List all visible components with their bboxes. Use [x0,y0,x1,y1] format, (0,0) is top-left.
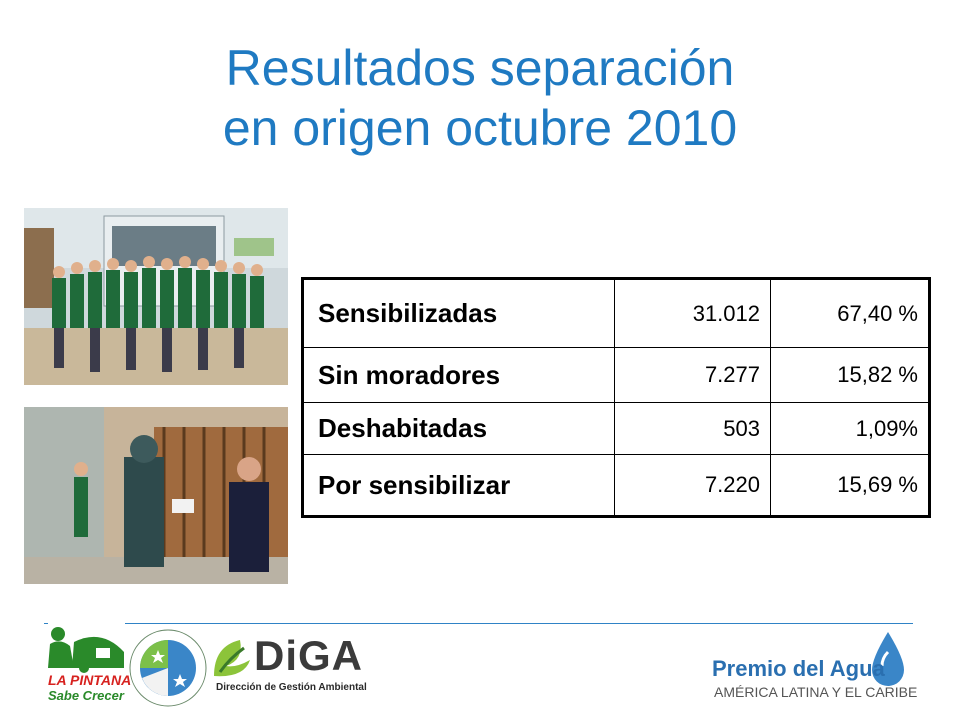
table-row: Por sensibilizar 7.220 15,69 % [302,454,930,517]
row-percent: 15,69 % [770,454,930,517]
row-count: 7.277 [614,347,771,403]
row-count: 7.220 [614,454,771,517]
la-pintana-logo: LA PINTANA Sabe Crecer [44,624,132,704]
diga-leaf-icon [214,640,250,677]
row-label: Sensibilizadas [302,278,615,348]
row-count: 503 [614,402,771,455]
photo-volunteer-resident [24,407,288,584]
footer-divider [125,623,913,624]
row-percent: 1,09% [770,402,930,455]
row-percent: 15,82 % [770,347,930,403]
la-pintana-name: LA PINTANA [48,672,132,688]
slide-title: Resultados separación en origen octubre … [0,38,960,158]
water-drop-icon [872,632,904,686]
la-pintana-slogan: Sabe Crecer [48,688,124,703]
table-row: Sin moradores 7.277 15,82 % [302,347,930,403]
row-label: Deshabitadas [302,402,615,455]
premio-title: Premio del Agua [712,656,885,681]
premio-subtitle: AMÉRICA LATINA Y EL CARIBE [714,684,918,700]
footer-rule-mark [44,623,48,624]
table-row: Sensibilizadas 31.012 67,40 % [302,278,930,348]
table-row: Deshabitadas 503 1,09% [302,402,930,455]
results-table: Sensibilizadas 31.012 67,40 % Sin morado… [301,277,931,518]
row-count: 31.012 [614,278,771,348]
certification-badge [128,628,210,708]
certification-seal-icon [129,629,207,707]
la-pintana-emblem-icon [48,627,124,673]
row-percent: 67,40 % [837,300,918,326]
diga-logo: DiGA Dirección de Gestión Ambiental [210,630,367,700]
premio-del-agua-logo: Premio del Agua AMÉRICA LATINA Y EL CARI… [712,628,922,708]
row-label: Sin moradores [302,347,615,403]
title-line-2: en origen octubre 2010 [222,100,738,156]
diga-subtitle: Dirección de Gestión Ambiental [216,682,367,693]
diga-name: DiGA [254,632,363,679]
title-line-1: Resultados separación [225,40,735,96]
photo-volunteers-bus [24,208,288,385]
row-label: Por sensibilizar [302,454,615,517]
